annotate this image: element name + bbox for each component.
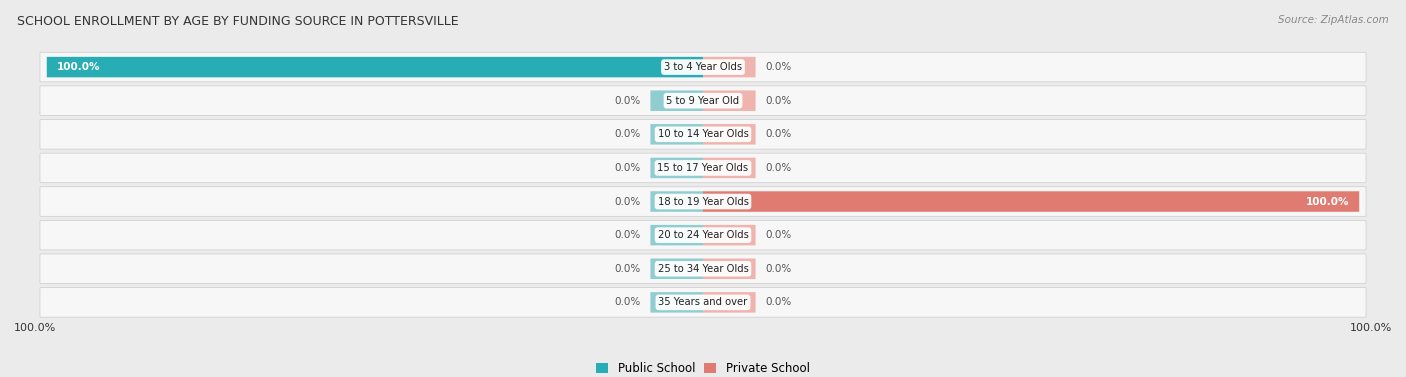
FancyBboxPatch shape bbox=[651, 292, 703, 313]
Text: 18 to 19 Year Olds: 18 to 19 Year Olds bbox=[658, 196, 748, 207]
Text: 0.0%: 0.0% bbox=[614, 196, 641, 207]
FancyBboxPatch shape bbox=[651, 191, 703, 212]
Text: 0.0%: 0.0% bbox=[614, 129, 641, 139]
Text: 10 to 14 Year Olds: 10 to 14 Year Olds bbox=[658, 129, 748, 139]
Text: 20 to 24 Year Olds: 20 to 24 Year Olds bbox=[658, 230, 748, 240]
FancyBboxPatch shape bbox=[651, 259, 703, 279]
FancyBboxPatch shape bbox=[39, 120, 1367, 149]
Text: 15 to 17 Year Olds: 15 to 17 Year Olds bbox=[658, 163, 748, 173]
Text: 0.0%: 0.0% bbox=[614, 230, 641, 240]
Text: 0.0%: 0.0% bbox=[614, 264, 641, 274]
Text: 0.0%: 0.0% bbox=[765, 62, 792, 72]
Legend: Public School, Private School: Public School, Private School bbox=[592, 357, 814, 377]
FancyBboxPatch shape bbox=[39, 52, 1367, 82]
Text: 0.0%: 0.0% bbox=[765, 129, 792, 139]
FancyBboxPatch shape bbox=[39, 86, 1367, 115]
Text: 0.0%: 0.0% bbox=[765, 297, 792, 307]
FancyBboxPatch shape bbox=[39, 254, 1367, 284]
Text: 35 Years and over: 35 Years and over bbox=[658, 297, 748, 307]
Text: 0.0%: 0.0% bbox=[765, 96, 792, 106]
FancyBboxPatch shape bbox=[651, 90, 703, 111]
FancyBboxPatch shape bbox=[39, 153, 1367, 183]
Text: 0.0%: 0.0% bbox=[614, 96, 641, 106]
FancyBboxPatch shape bbox=[651, 124, 703, 144]
FancyBboxPatch shape bbox=[703, 158, 755, 178]
Text: 100.0%: 100.0% bbox=[56, 62, 100, 72]
Text: Source: ZipAtlas.com: Source: ZipAtlas.com bbox=[1278, 15, 1389, 25]
Text: 3 to 4 Year Olds: 3 to 4 Year Olds bbox=[664, 62, 742, 72]
FancyBboxPatch shape bbox=[651, 158, 703, 178]
Text: SCHOOL ENROLLMENT BY AGE BY FUNDING SOURCE IN POTTERSVILLE: SCHOOL ENROLLMENT BY AGE BY FUNDING SOUR… bbox=[17, 15, 458, 28]
Text: 25 to 34 Year Olds: 25 to 34 Year Olds bbox=[658, 264, 748, 274]
Text: 0.0%: 0.0% bbox=[614, 163, 641, 173]
Text: 100.0%: 100.0% bbox=[1350, 323, 1392, 333]
FancyBboxPatch shape bbox=[39, 288, 1367, 317]
FancyBboxPatch shape bbox=[39, 221, 1367, 250]
FancyBboxPatch shape bbox=[651, 225, 703, 245]
Text: 0.0%: 0.0% bbox=[765, 230, 792, 240]
Text: 100.0%: 100.0% bbox=[1306, 196, 1350, 207]
FancyBboxPatch shape bbox=[46, 57, 703, 77]
Text: 0.0%: 0.0% bbox=[765, 163, 792, 173]
FancyBboxPatch shape bbox=[703, 191, 1360, 212]
Text: 5 to 9 Year Old: 5 to 9 Year Old bbox=[666, 96, 740, 106]
Text: 100.0%: 100.0% bbox=[14, 323, 56, 333]
Text: 0.0%: 0.0% bbox=[765, 264, 792, 274]
FancyBboxPatch shape bbox=[703, 124, 755, 144]
FancyBboxPatch shape bbox=[703, 57, 755, 77]
FancyBboxPatch shape bbox=[703, 292, 755, 313]
FancyBboxPatch shape bbox=[703, 259, 755, 279]
Text: 0.0%: 0.0% bbox=[614, 297, 641, 307]
FancyBboxPatch shape bbox=[703, 225, 755, 245]
FancyBboxPatch shape bbox=[703, 90, 755, 111]
FancyBboxPatch shape bbox=[39, 187, 1367, 216]
